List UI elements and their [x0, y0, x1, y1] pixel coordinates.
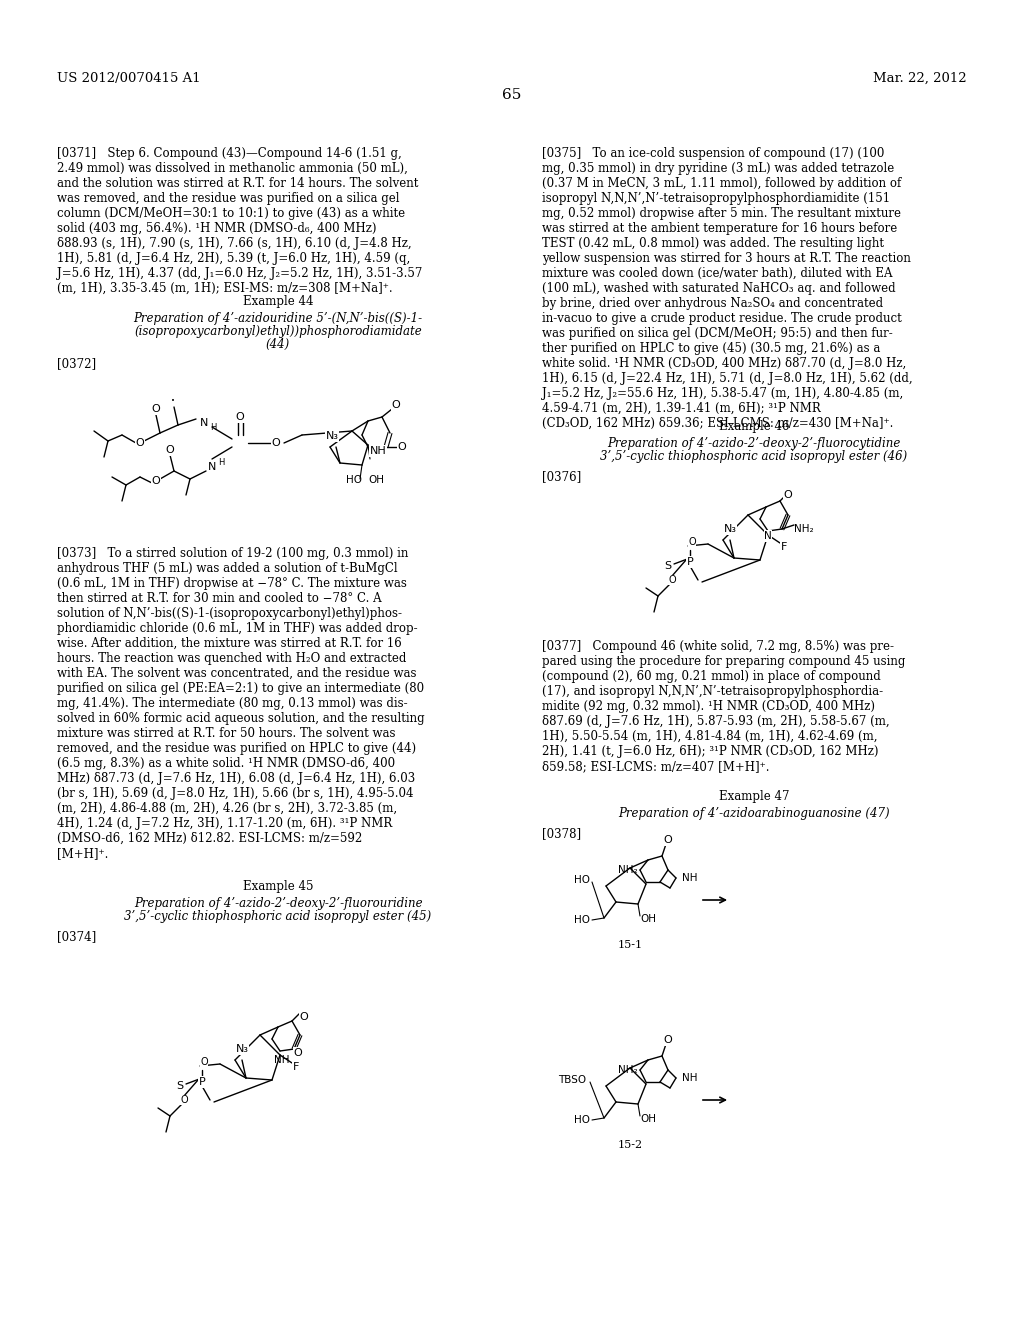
Text: H: H	[218, 458, 224, 467]
Text: O: O	[135, 438, 144, 447]
Text: HO: HO	[574, 1115, 590, 1125]
Text: HO: HO	[346, 475, 362, 484]
Text: 15-1: 15-1	[617, 940, 643, 950]
Text: NH₂: NH₂	[618, 865, 638, 875]
Text: OH: OH	[640, 1114, 656, 1125]
Text: [0377]   Compound 46 (white solid, 7.2 mg, 8.5%) was pre-
pared using the proced: [0377] Compound 46 (white solid, 7.2 mg,…	[542, 640, 905, 774]
Text: Example 45: Example 45	[243, 880, 313, 894]
Text: [0372]: [0372]	[57, 356, 96, 370]
Text: NH: NH	[682, 1073, 697, 1082]
Text: N: N	[764, 531, 772, 541]
Text: O: O	[391, 400, 400, 411]
Text: F: F	[293, 1063, 299, 1072]
Text: 3’,5’-cyclic thiophosphoric acid isopropyl ester (46): 3’,5’-cyclic thiophosphoric acid isoprop…	[600, 450, 907, 463]
Text: O: O	[152, 404, 161, 414]
Text: 3’,5’-cyclic thiophosphoric acid isopropyl ester (45): 3’,5’-cyclic thiophosphoric acid isoprop…	[124, 909, 432, 923]
Text: P: P	[199, 1077, 206, 1086]
Text: (isopropoxycarbonyl)ethyl))phosphorodiamidate: (isopropoxycarbonyl)ethyl))phosphorodiam…	[134, 325, 422, 338]
Text: Mar. 22, 2012: Mar. 22, 2012	[873, 73, 967, 84]
Text: O: O	[200, 1057, 208, 1067]
Text: O: O	[236, 412, 245, 422]
Text: 65: 65	[503, 88, 521, 102]
Text: N: N	[208, 462, 216, 473]
Text: HO: HO	[574, 875, 590, 884]
Text: (44): (44)	[266, 338, 290, 351]
Text: [0373]   To a stirred solution of 19-2 (100 mg, 0.3 mmol) in
anhydrous THF (5 mL: [0373] To a stirred solution of 19-2 (10…	[57, 546, 425, 861]
Text: [0378]: [0378]	[542, 828, 582, 840]
Text: O: O	[664, 836, 673, 845]
Text: [0374]: [0374]	[57, 931, 96, 942]
Text: N₃: N₃	[236, 1044, 249, 1053]
Text: Preparation of 4’-azidouridine 5’-(N,N’-bis((S)-1-: Preparation of 4’-azidouridine 5’-(N,N’-…	[133, 312, 423, 325]
Text: HO: HO	[574, 915, 590, 925]
Text: Example 44: Example 44	[243, 294, 313, 308]
Text: NH₂: NH₂	[794, 524, 814, 535]
Text: OH: OH	[640, 913, 656, 924]
Text: •: •	[171, 399, 175, 404]
Text: Preparation of 4’-azido-2’-deoxy-2’-fluorocytidine: Preparation of 4’-azido-2’-deoxy-2’-fluo…	[607, 437, 901, 450]
Text: O: O	[152, 477, 161, 486]
Text: O: O	[688, 537, 696, 546]
Text: O: O	[180, 1096, 187, 1105]
Text: P: P	[687, 557, 693, 568]
Text: NH: NH	[274, 1055, 290, 1065]
Text: 15-2: 15-2	[617, 1140, 643, 1150]
Text: O: O	[300, 1012, 308, 1022]
Text: O: O	[166, 445, 174, 455]
Text: TBSO: TBSO	[558, 1074, 586, 1085]
Text: F: F	[781, 543, 787, 552]
Text: S: S	[665, 561, 672, 572]
Text: Example 47: Example 47	[719, 789, 790, 803]
Text: O: O	[294, 1048, 302, 1059]
Text: Preparation of 4’-azido-2’-deoxy-2’-fluorouridine: Preparation of 4’-azido-2’-deoxy-2’-fluo…	[134, 898, 422, 909]
Text: N₃: N₃	[326, 432, 339, 441]
Text: O: O	[397, 442, 407, 451]
Text: O: O	[271, 438, 281, 447]
Text: [0375]   To an ice-cold suspension of compound (17) (100
mg, 0.35 mmol) in dry p: [0375] To an ice-cold suspension of comp…	[542, 147, 912, 430]
Text: N₃: N₃	[724, 524, 736, 535]
Text: Example 46: Example 46	[719, 420, 790, 433]
Text: [0376]: [0376]	[542, 470, 582, 483]
Text: NH: NH	[370, 446, 387, 455]
Text: US 2012/0070415 A1: US 2012/0070415 A1	[57, 73, 201, 84]
Text: N: N	[200, 418, 208, 428]
Text: O: O	[669, 576, 676, 585]
Text: OH: OH	[368, 475, 384, 484]
Text: S: S	[176, 1081, 183, 1092]
Text: H: H	[210, 422, 216, 432]
Text: O: O	[664, 1035, 673, 1045]
Text: NH: NH	[682, 873, 697, 883]
Text: [0371]   Step 6. Compound (43)—Compound 14-6 (1.51 g,
2.49 mmol) was dissolved i: [0371] Step 6. Compound (43)—Compound 14…	[57, 147, 422, 294]
Text: NH₂: NH₂	[618, 1065, 638, 1074]
Text: O: O	[783, 490, 793, 500]
Text: Preparation of 4’-azidoarabinoguanosine (47): Preparation of 4’-azidoarabinoguanosine …	[618, 807, 890, 820]
